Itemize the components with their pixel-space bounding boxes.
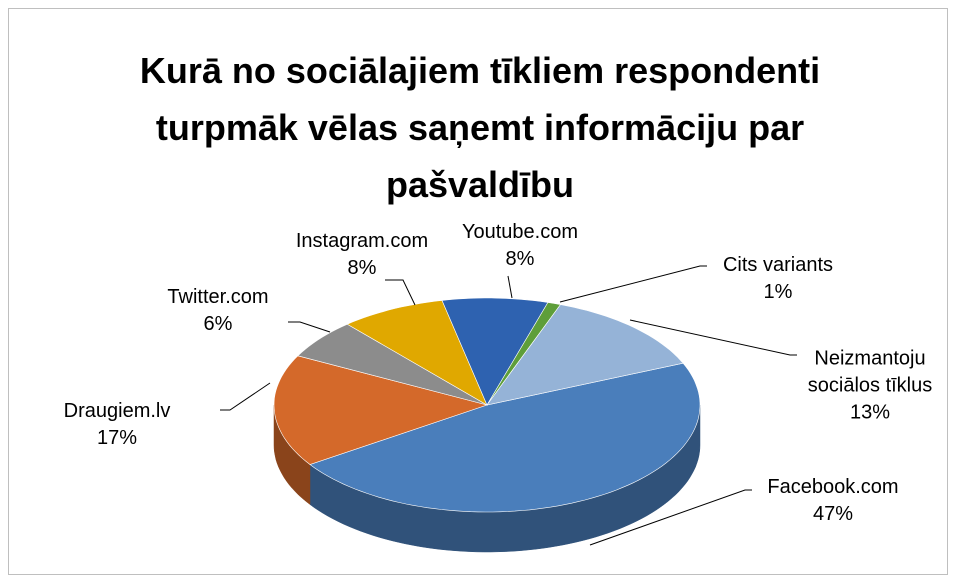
data-label: Cits variants 1%: [723, 252, 833, 306]
label-value: 13%: [849, 401, 891, 424]
slice: [346, 300, 488, 406]
label-name: Draugiem.lv: [63, 400, 171, 422]
label-value: 8%: [505, 248, 535, 270]
label-name: Neizmantoju sociālos tīklus: [807, 347, 933, 397]
data-label: Neizmantoju sociālos tīklus 13%: [790, 346, 950, 427]
leader-line: [507, 275, 513, 299]
leader-line: [559, 265, 707, 303]
data-label: Facebook.com 47%: [767, 474, 898, 528]
leader-line: [629, 319, 797, 356]
label-name: Facebook.com: [767, 476, 899, 498]
data-label: Instagram.com 8%: [296, 228, 428, 282]
label-value: 47%: [812, 503, 854, 525]
leader-line: [385, 279, 416, 306]
data-label: Youtube.com 8%: [462, 219, 578, 273]
label-name: Youtube.com: [461, 221, 579, 243]
data-label: Draugiem.lv 17%: [64, 398, 171, 452]
label-value: 1%: [763, 281, 793, 303]
slice: [309, 362, 701, 513]
leader-line: [220, 382, 271, 411]
slice: [486, 304, 684, 406]
label-name: Twitter.com: [167, 286, 269, 308]
label-value: 8%: [347, 257, 377, 279]
leader-line: [589, 489, 752, 546]
slice: [273, 355, 489, 465]
label-value: 17%: [96, 427, 138, 449]
pie: [273, 297, 701, 553]
leader-line: [288, 321, 331, 333]
label-value: 6%: [203, 313, 233, 335]
data-label: Twitter.com 6%: [167, 284, 268, 338]
leader-lines: [220, 265, 797, 546]
label-name: Cits variants: [722, 254, 834, 276]
label-name: Instagram.com: [295, 230, 429, 252]
chart-border: [8, 8, 948, 575]
slice: [441, 297, 549, 406]
chart-title: Kurā no sociālajiem tīkliem respondenti …: [139, 50, 821, 205]
slice: [297, 323, 488, 406]
